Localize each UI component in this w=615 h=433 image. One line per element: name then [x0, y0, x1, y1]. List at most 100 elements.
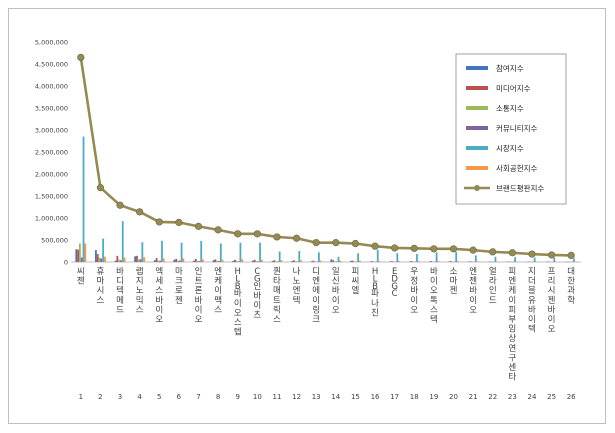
rank-label-22: 22	[488, 393, 497, 401]
bar-미디어지수-1	[77, 249, 80, 262]
rank-label-12: 12	[292, 393, 301, 401]
bar-시장지수-14	[337, 256, 340, 262]
bar-미디어지수-4	[136, 255, 138, 262]
bar-미디어지수-10	[253, 259, 256, 262]
rank-label-11: 11	[272, 393, 281, 401]
bar-소통지수-15	[353, 261, 356, 262]
rank-label-20: 20	[449, 393, 458, 401]
bar-소통지수-5	[157, 260, 160, 262]
bar-소통지수-12	[294, 261, 297, 262]
label-layer: 씨 젠 1 휴 마 시 스 2 바 디 텍 메 드 3 랩 지 노 믹 스 4 엑 세 스 바 이 오 5 마 크 로 젠 6 인 트 론 바 이 오 7 엔…	[77, 266, 576, 401]
rank-label-7: 7	[196, 393, 200, 401]
bar-사회공헌지수-19	[437, 261, 440, 262]
brand-index-point-9	[234, 230, 242, 238]
legend-label-7: 브랜드평판지수	[496, 183, 544, 193]
legend-label-4: 커뮤니티지수	[496, 124, 537, 133]
bar-소통지수-6	[177, 260, 179, 262]
bar-소통지수-8	[216, 260, 219, 262]
bar-사회공헌지수-8	[221, 259, 224, 262]
bar-커뮤니티지수-6	[178, 260, 181, 262]
rank-label-5: 5	[157, 393, 161, 401]
bar-사회공헌지수-21	[476, 261, 479, 262]
bar-참여지수-9	[232, 260, 235, 262]
bar-미디어지수-18	[410, 261, 413, 262]
bar-미디어지수-16	[371, 261, 374, 262]
bar-시장지수-8	[219, 243, 222, 262]
chart-frame: 0 500,000 1,000,000 1,500,000 2,000,000 2,500…	[8, 8, 606, 424]
bar-시장지수-16	[376, 249, 379, 262]
brand-index-point-22	[489, 248, 497, 256]
rank-label-2: 2	[98, 393, 102, 401]
bar-커뮤니티지수-4	[139, 259, 142, 262]
brand-index-point-2	[96, 184, 105, 192]
bar-소통지수-3	[118, 259, 121, 262]
bar-시장지수-12	[298, 251, 301, 262]
bar-사회공헌지수-10	[260, 259, 263, 262]
bar-시장지수-18	[416, 254, 418, 262]
bar-미디어지수-14	[332, 260, 335, 262]
bar-시장지수-20	[455, 251, 458, 262]
rank-label-25: 25	[547, 393, 556, 401]
bar-커뮤니티지수-2	[100, 258, 103, 262]
rank-label-24: 24	[527, 393, 536, 401]
bar-참여지수-15	[350, 260, 352, 262]
brand-index-point-12	[292, 234, 301, 242]
bar-미디어지수-11	[273, 260, 276, 262]
rank-label-15: 15	[351, 393, 360, 401]
line-layer	[77, 53, 575, 259]
brand-index-point-18	[410, 244, 418, 252]
legend-swatch-2	[466, 86, 488, 90]
rank-label-23: 23	[508, 393, 517, 401]
brand-index-point-21	[469, 246, 477, 254]
bar-시장지수-5	[161, 240, 163, 262]
y-tick-label: 1,000,000	[35, 215, 68, 223]
bar-미디어지수-15	[351, 260, 354, 262]
bar-커뮤니티지수-1	[80, 257, 83, 262]
bar-커뮤니티지수-14	[335, 261, 338, 262]
bar-미디어지수-8	[214, 259, 217, 262]
bar-참여지수-3	[114, 260, 117, 262]
brand-index-point-24	[528, 250, 536, 258]
bar-사회공헌지수-12	[300, 260, 302, 262]
bar-시장지수-10	[259, 242, 261, 262]
bar-사회공헌지수-16	[378, 261, 381, 262]
bar-미디어지수-21	[469, 261, 472, 262]
bar-시장지수-3	[121, 221, 124, 262]
bar-사회공헌지수-18	[417, 261, 420, 262]
rank-label-10: 10	[253, 393, 262, 401]
bar-커뮤니티지수-10	[257, 261, 260, 262]
bar-사회공헌지수-5	[162, 258, 165, 262]
bar-참여지수-2	[95, 250, 97, 262]
rank-label-9: 9	[235, 393, 239, 401]
bar-참여지수-8	[212, 260, 215, 262]
bar-미디어지수-19	[430, 261, 433, 262]
bar-참여지수-6	[173, 259, 176, 262]
bar-미디어지수-6	[175, 258, 178, 262]
bar-참여지수-10	[251, 260, 254, 262]
bar-소통지수-1	[79, 243, 81, 262]
bar-시장지수-15	[357, 253, 360, 262]
brand-index-point-23	[508, 249, 516, 257]
legend-marker	[474, 185, 480, 191]
y-tick-label: 2,500,000	[35, 149, 68, 157]
brand-index-point-26	[567, 251, 575, 259]
bar-시장지수-1	[82, 136, 85, 262]
bar-커뮤니티지수-8	[218, 261, 220, 262]
bar-시장지수-26	[572, 258, 575, 262]
bar-소통지수-11	[275, 261, 277, 262]
bar-사회공헌지수-11	[280, 260, 283, 262]
